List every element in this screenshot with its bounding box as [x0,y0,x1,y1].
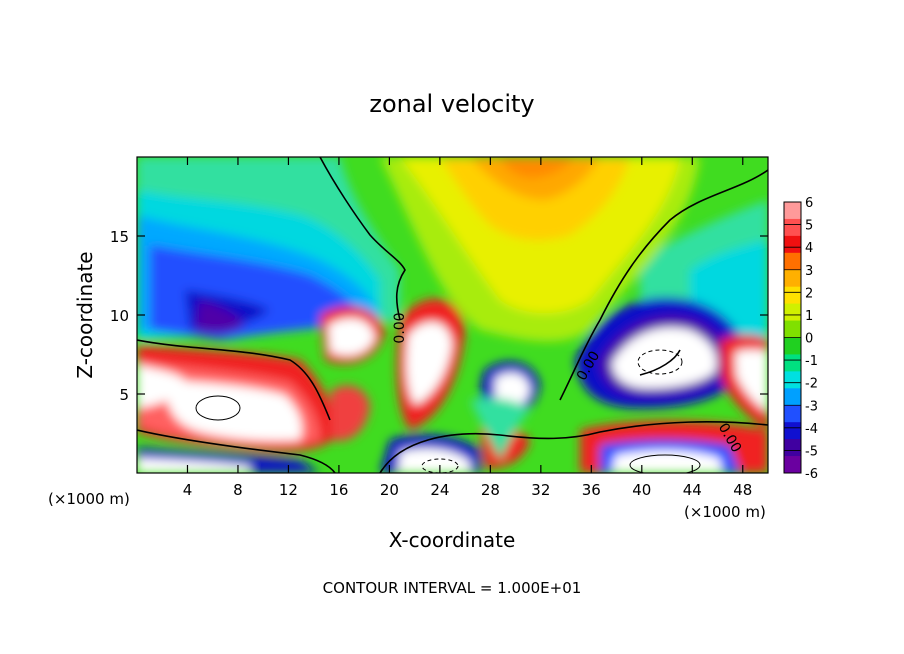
colorbar-swatch [784,405,801,423]
colorbar-label: 5 [805,219,813,234]
colorbar-label: -5 [805,444,818,459]
heatmap-field [137,157,768,473]
x-unit-left: (×1000 m) [48,490,130,508]
contour-interval-note: CONTOUR INTERVAL = 1.000E+01 [323,579,582,597]
colorbar-swatch [784,202,801,220]
x-tick-label: 44 [683,481,702,499]
colorbar-label: 0 [805,332,813,347]
colorbar-label: -4 [805,422,818,437]
contour-lines [137,157,768,473]
x-tick-label: 40 [632,481,651,499]
colorbar-label: -1 [805,354,818,369]
colorbar-swatch [784,439,801,457]
colorbar-swatch [784,303,801,322]
dashed-contours [421,349,683,473]
colorbar-swatch [784,252,801,271]
colorbar-swatch [784,218,801,237]
x-axis-ticks: 4 8 12 16 20 24 28 32 36 40 44 48 [183,157,752,499]
x-unit-right: (×1000 m) [684,503,766,521]
y-tick-label: 5 [119,386,129,404]
y-tick-label: 15 [110,228,129,246]
colorbar-label: -3 [805,399,818,414]
x-tick-label: 20 [380,481,399,499]
contour-label-1: 0.00 [392,312,408,343]
chart-title: zonal velocity [369,90,534,118]
x-tick-label: 12 [279,481,298,499]
x-tick-label: 32 [531,481,550,499]
thin-contours [195,395,701,473]
colorbar-swatch [784,354,801,372]
x-tick-label: 4 [183,481,193,499]
colorbar-swatch [784,235,801,254]
colorbar-swatch [784,320,801,338]
colorbar-label: 4 [805,241,813,256]
x-tick-label: 28 [481,481,500,499]
x-tick-label: 24 [430,481,449,499]
colorbar-label: -2 [805,377,818,392]
y-axis-ticks: 5 10 15 [110,228,768,404]
x-tick-label: 16 [329,481,348,499]
colorbar-swatch [784,456,801,474]
colorbar-swatch [784,286,801,305]
colorbar-swatch [784,269,801,288]
colorbar-label: -6 [805,467,818,482]
x-axis-label: X-coordinate [389,528,516,552]
colorbar: 6 5 4 3 2 1 0 -1 -2 -3 -4 -5 -6 [783,196,818,482]
x-tick-label: 8 [233,481,243,499]
colorbar-swatch [784,371,801,389]
x-tick-label: 36 [582,481,601,499]
colorbar-label: 6 [805,196,813,211]
colorbar-swatch [784,388,801,406]
colorbar-swatch [784,337,801,355]
colorbar-label: 1 [805,309,813,324]
colorbar-label: 2 [805,286,813,301]
y-axis-label: Z-coordinate [73,251,97,378]
colorbar-swatch [784,422,801,440]
x-tick-label: 48 [733,481,752,499]
y-tick-label: 10 [110,307,129,325]
colorbar-label: 3 [805,264,813,279]
